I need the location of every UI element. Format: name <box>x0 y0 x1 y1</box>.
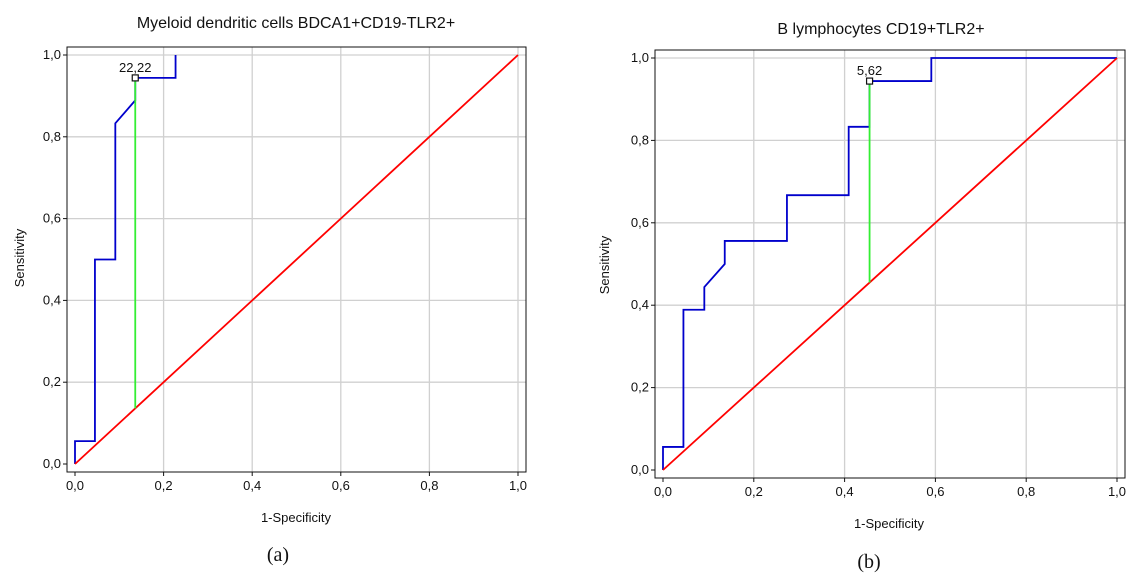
x-tick-label: 0,8 <box>420 478 438 493</box>
panel-b: B lymphocytes CD19+TLR2+ 0,0 0,2 0,4 0,6 0,8… <box>597 21 1126 573</box>
cutoff-point <box>131 74 139 82</box>
roc-curve <box>662 57 1117 470</box>
x-tick-label: 0,2 <box>155 478 173 493</box>
panel-caption: (a) <box>267 544 289 566</box>
panel-caption: (b) <box>857 551 880 573</box>
plot-area: 0,0 0,2 0,4 0,6 0,8 1,0 0,0 0,2 0,4 0,6 0,8 1,0 22,2… <box>43 46 527 493</box>
x-tick-label: 1,0 <box>509 478 527 493</box>
x-tick-label: 0,0 <box>66 478 84 493</box>
y-tick-label: 0,6 <box>43 211 61 226</box>
chart-title: B lymphocytes CD19+TLR2+ <box>777 21 984 38</box>
y-tick-label: 0,8 <box>631 132 649 147</box>
x-axis-label: 1-Specificity <box>261 510 332 525</box>
x-tick-label: 0,4 <box>243 478 261 493</box>
y-tick-label: 1,0 <box>631 50 649 65</box>
y-tick-label: 0,8 <box>43 129 61 144</box>
y-tick-label: 0,2 <box>43 374 61 389</box>
panel-a: Myeloid dendritic cells BDCA1+CD19-TLR2+… <box>12 15 527 566</box>
x-tick-label: 0,8 <box>1017 484 1035 499</box>
y-axis-label: Sensitivity <box>12 228 27 287</box>
x-tick-label: 0,4 <box>836 484 854 499</box>
cutoff-label: 5,62 <box>857 63 882 78</box>
plot-frame <box>654 49 1126 479</box>
x-tick-label: 0,6 <box>926 484 944 499</box>
x-tick-label: 1,0 <box>1108 484 1126 499</box>
plot-area: 0,0 0,2 0,4 0,6 0,8 1,0 0,0 0,2 0,4 0,6 0,8 1,0 5,62 <box>631 49 1126 499</box>
cutoff-point <box>865 77 874 85</box>
x-axis-label: 1-Specificity <box>854 516 925 531</box>
x-tick-label: 0,2 <box>745 484 763 499</box>
x-tick-label: 0,6 <box>332 478 350 493</box>
chart-title: Myeloid dendritic cells BDCA1+CD19-TLR2+ <box>137 15 455 32</box>
y-tick-label: 0,4 <box>631 297 649 312</box>
y-axis-label: Sensitivity <box>597 235 612 294</box>
y-tick-label: 0,0 <box>631 462 649 477</box>
y-tick-label: 0,2 <box>631 380 649 395</box>
y-tick-label: 1,0 <box>43 47 61 62</box>
reference-diagonal <box>662 57 1118 471</box>
cutoff-label: 22,22 <box>119 60 152 75</box>
roc-curve <box>74 55 177 464</box>
plot-frame <box>66 46 527 473</box>
y-tick-label: 0,6 <box>631 215 649 230</box>
reference-diagonal <box>74 54 519 465</box>
x-tick-label: 0,0 <box>654 484 672 499</box>
y-tick-label: 0,4 <box>43 292 61 307</box>
y-tick-label: 0,0 <box>43 456 61 471</box>
